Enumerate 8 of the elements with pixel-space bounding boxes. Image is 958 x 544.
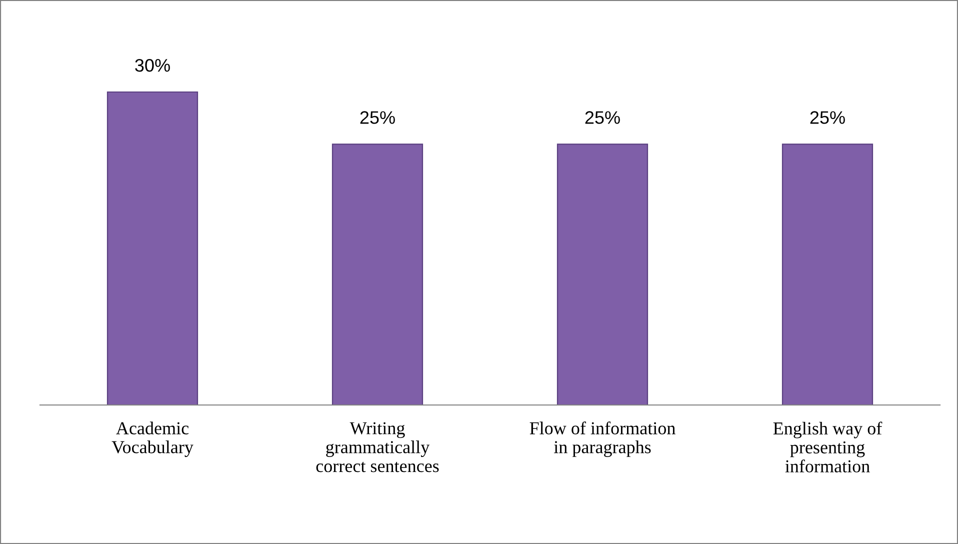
data-label: 25% bbox=[585, 111, 620, 124]
x-tick-label: Academic Vocabulary bbox=[112, 422, 194, 457]
x-tick-label: English way of presenting information bbox=[773, 422, 882, 472]
data-label: 25% bbox=[360, 111, 395, 124]
data-label: 30% bbox=[135, 58, 170, 72]
x-tick-label: Writing grammatically correct sentences bbox=[316, 422, 439, 472]
data-label: 25% bbox=[810, 111, 845, 124]
x-tick-label: Flow of information in paragraphs bbox=[530, 421, 676, 457]
